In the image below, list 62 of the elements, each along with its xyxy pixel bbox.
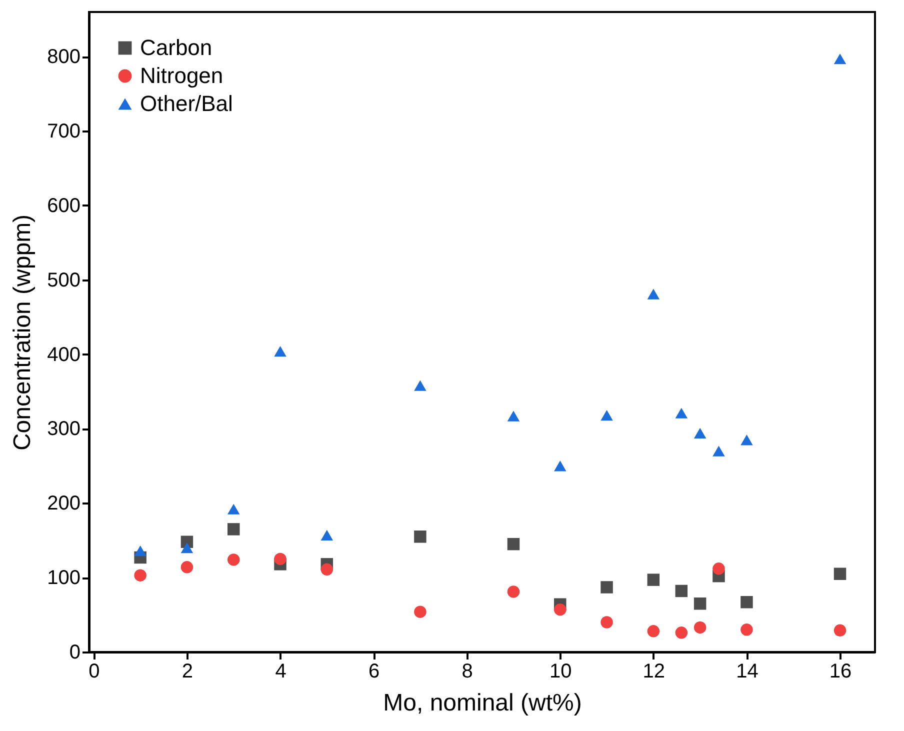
y-tick-label: 0 [69, 642, 80, 664]
point [740, 624, 753, 636]
point [134, 569, 146, 582]
point [694, 598, 706, 610]
point [180, 542, 194, 554]
point [507, 538, 520, 550]
point [227, 523, 240, 536]
x-tick-label: 4 [275, 660, 286, 682]
x-tick-label: 10 [550, 660, 572, 682]
point [600, 581, 613, 594]
point [554, 460, 566, 472]
point [675, 408, 688, 418]
x-tick-label: 14 [736, 660, 758, 682]
y-axis-title: Concentration (wppm) [9, 214, 36, 451]
point [600, 410, 613, 421]
y-tick-label: 700 [47, 120, 80, 143]
x-axis-title: Mo, nominal (wt%) [383, 690, 582, 716]
x-tick-label: 6 [368, 660, 380, 682]
point [134, 545, 146, 556]
y-tick-label: 500 [47, 269, 80, 292]
y-tick-label: 300 [47, 418, 80, 440]
point [554, 603, 566, 616]
point [694, 621, 706, 634]
point [712, 562, 725, 575]
point [227, 554, 240, 566]
point [740, 596, 753, 608]
point [320, 563, 334, 576]
point [834, 624, 846, 637]
legend-label: Other/Bal [140, 91, 233, 116]
y-tick-label: 100 [47, 567, 80, 590]
point [834, 568, 846, 580]
point [414, 530, 426, 543]
x-tick-label: 8 [462, 660, 473, 682]
point [834, 54, 846, 64]
point [675, 626, 688, 639]
point [647, 625, 660, 638]
point [647, 574, 660, 586]
x-tick-label: 16 [829, 660, 852, 682]
point [274, 346, 286, 357]
y-tick-label: 200 [47, 492, 80, 515]
x-tick-label: 12 [642, 660, 666, 682]
point [274, 552, 286, 566]
x-tick-label: 0 [88, 660, 100, 682]
point [740, 434, 753, 446]
y-tick-label: 800 [47, 46, 80, 68]
point [712, 446, 725, 456]
point [600, 616, 613, 628]
point [507, 586, 520, 598]
point [414, 606, 426, 618]
point [180, 561, 194, 574]
x-tick-label: 2 [182, 660, 194, 682]
point [414, 380, 426, 391]
legend-label: Nitrogen [140, 63, 224, 88]
point [675, 584, 688, 598]
point [320, 530, 334, 540]
point [507, 410, 520, 422]
legend-label: Carbon [140, 35, 212, 60]
point [694, 428, 706, 439]
point [227, 504, 240, 514]
y-tick-label: 600 [47, 194, 80, 217]
y-tick-label: 400 [47, 344, 80, 366]
point [647, 288, 660, 300]
